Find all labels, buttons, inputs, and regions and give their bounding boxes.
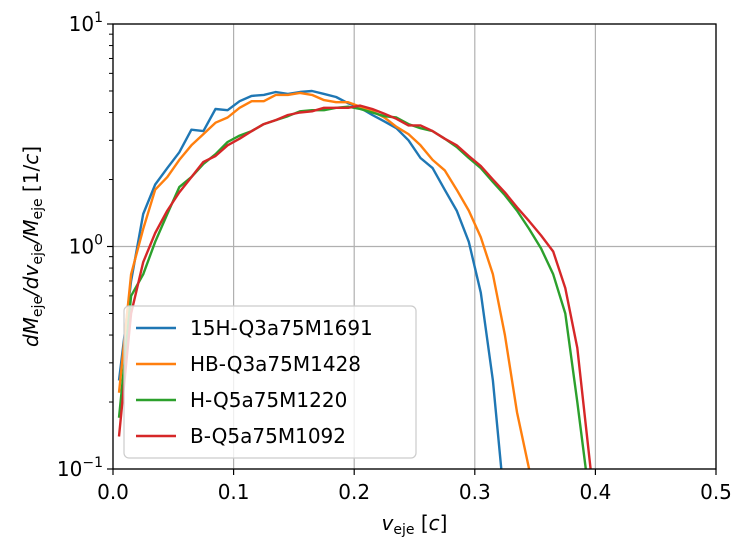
x-axis-label: veje [c] <box>382 511 448 538</box>
legend-label: H-Q5a75M1220 <box>190 388 347 412</box>
legend-label: 15H-Q3a75M1691 <box>190 316 373 340</box>
series-line-2 <box>117 91 531 469</box>
series-line-1 <box>117 89 503 469</box>
x-tick-label: 0.0 <box>97 480 129 504</box>
y-tick-label: 101 <box>69 10 103 36</box>
legend-label: B-Q5a75M1092 <box>190 424 346 448</box>
x-tick-label: 0.3 <box>459 480 491 504</box>
x-tick-label: 0.1 <box>218 480 250 504</box>
x-tick-label: 0.2 <box>338 480 370 504</box>
y-axis-label: dMeje/dveje/Meje [1/c] <box>19 146 46 347</box>
y-tick-label: 10−1 <box>57 455 103 481</box>
legend-label: HB-Q3a75M1428 <box>190 352 361 376</box>
legend: 15H-Q3a75M1691 HB-Q3a75M1428 H-Q5a75M1220 B… <box>123 305 417 459</box>
legend-box <box>123 305 417 459</box>
x-tick-label: 0.4 <box>579 480 611 504</box>
x-tick-label: 0.5 <box>700 480 732 504</box>
y-tick-label: 100 <box>69 233 103 259</box>
series-line-4 <box>117 104 592 469</box>
